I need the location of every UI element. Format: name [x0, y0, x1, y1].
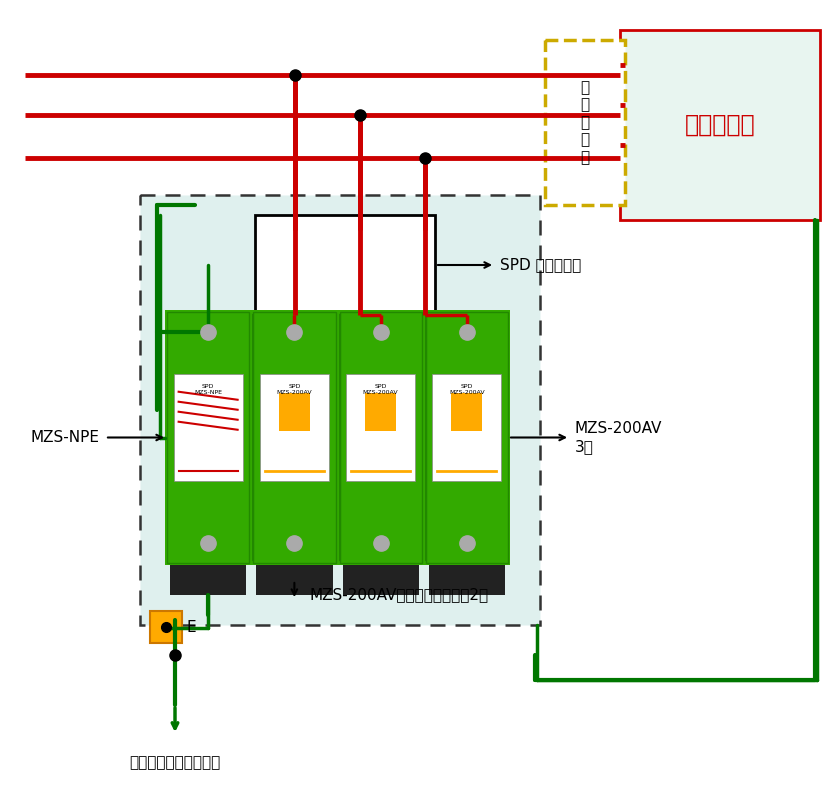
Text: SPD
MZS-200AV: SPD MZS-200AV: [363, 384, 398, 395]
Text: 被保護機器: 被保護機器: [685, 113, 755, 137]
FancyBboxPatch shape: [620, 30, 820, 220]
FancyBboxPatch shape: [140, 195, 540, 625]
FancyBboxPatch shape: [256, 565, 333, 595]
FancyBboxPatch shape: [173, 374, 243, 481]
Text: E: E: [186, 619, 196, 634]
Text: MZS-200AV用ショートバー（2）: MZS-200AV用ショートバー（2）: [310, 588, 488, 603]
FancyBboxPatch shape: [339, 312, 422, 563]
FancyBboxPatch shape: [254, 312, 335, 563]
FancyBboxPatch shape: [279, 393, 310, 430]
Text: SPD 外部分離器: SPD 外部分離器: [500, 258, 582, 273]
FancyBboxPatch shape: [150, 611, 182, 643]
Text: MZS-NPE: MZS-NPE: [31, 430, 100, 445]
FancyBboxPatch shape: [545, 40, 625, 205]
FancyBboxPatch shape: [432, 374, 501, 481]
Text: SPD
MZS-NPE: SPD MZS-NPE: [194, 384, 222, 395]
FancyBboxPatch shape: [346, 374, 415, 481]
FancyBboxPatch shape: [167, 312, 249, 563]
Text: SPD
MZS-200AV: SPD MZS-200AV: [449, 384, 485, 395]
FancyBboxPatch shape: [429, 565, 505, 595]
Text: 漏
電
遮
断
器: 漏 電 遮 断 器: [581, 80, 590, 165]
Text: SPD
MZS-200AV: SPD MZS-200AV: [277, 384, 312, 395]
FancyBboxPatch shape: [451, 393, 482, 430]
FancyBboxPatch shape: [365, 393, 396, 430]
FancyBboxPatch shape: [170, 565, 246, 595]
FancyBboxPatch shape: [255, 215, 435, 315]
FancyBboxPatch shape: [165, 310, 510, 565]
FancyBboxPatch shape: [425, 312, 508, 563]
Text: ボンディング用バーへ: ボンディング用バーへ: [130, 755, 221, 770]
Text: MZS-200AV
3つ: MZS-200AV 3つ: [575, 422, 662, 454]
FancyBboxPatch shape: [260, 374, 329, 481]
FancyBboxPatch shape: [343, 565, 419, 595]
